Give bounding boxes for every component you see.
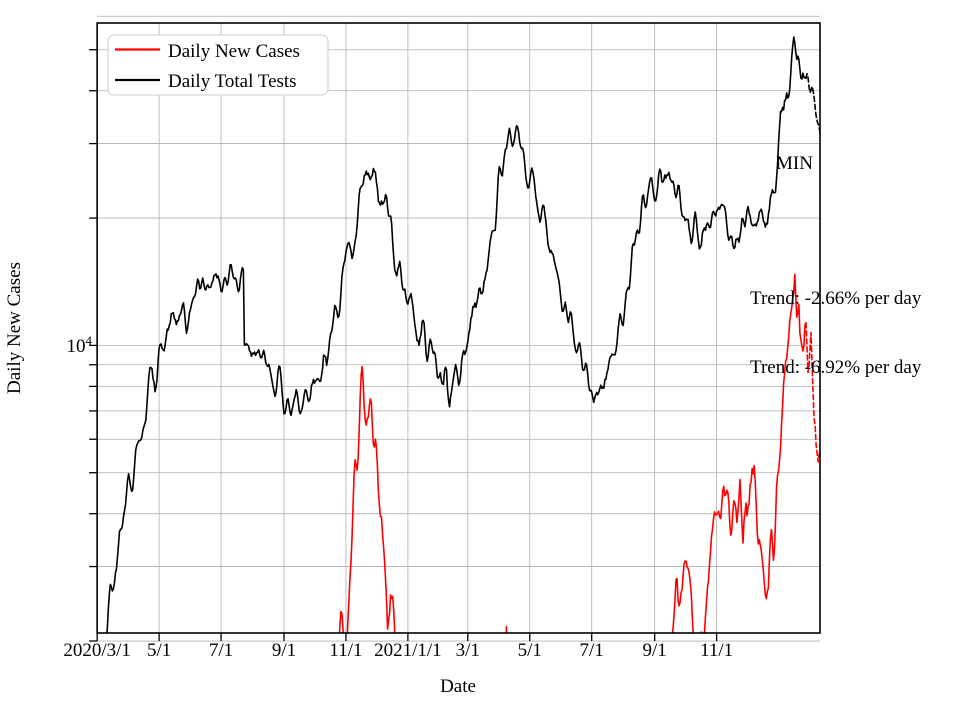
svg-text:MIN: MIN	[776, 153, 813, 174]
svg-text:Daily New Cases: Daily New Cases	[168, 41, 300, 62]
svg-text:Date: Date	[440, 676, 476, 697]
svg-text:3/1: 3/1	[456, 640, 480, 661]
svg-text:9/1: 9/1	[643, 640, 667, 661]
svg-text:Trend: -2.66% per day: Trend: -2.66% per day	[750, 288, 922, 309]
svg-text:2020/3/1: 2020/3/1	[63, 640, 131, 661]
svg-text:5/1: 5/1	[518, 640, 542, 661]
svg-text:7/1: 7/1	[209, 640, 233, 661]
svg-text:Daily New Cases: Daily New Cases	[4, 262, 25, 394]
svg-text:5/1: 5/1	[147, 640, 171, 661]
svg-text:104: 104	[67, 333, 93, 358]
svg-text:11/1: 11/1	[329, 640, 362, 661]
svg-text:2021/1/1: 2021/1/1	[374, 640, 442, 661]
svg-text:Trend: -6.92% per day: Trend: -6.92% per day	[750, 357, 922, 378]
svg-text:9/1: 9/1	[272, 640, 296, 661]
svg-text:Daily Total Tests: Daily Total Tests	[168, 71, 297, 92]
svg-text:11/1: 11/1	[700, 640, 733, 661]
svg-text:7/1: 7/1	[580, 640, 604, 661]
